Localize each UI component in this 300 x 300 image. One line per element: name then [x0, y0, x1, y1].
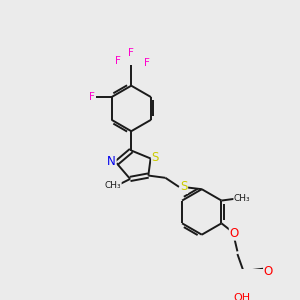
Text: O: O	[264, 265, 273, 278]
Text: S: S	[180, 180, 188, 194]
Text: O: O	[230, 227, 238, 240]
Text: CH₃: CH₃	[105, 181, 121, 190]
Text: CH₃: CH₃	[234, 194, 250, 203]
Text: N: N	[107, 155, 116, 168]
Text: F: F	[128, 48, 134, 58]
Text: OH: OH	[233, 292, 250, 300]
Text: S: S	[152, 151, 159, 164]
Text: F: F	[89, 92, 95, 102]
Text: F: F	[115, 56, 121, 66]
Text: F: F	[144, 58, 150, 68]
